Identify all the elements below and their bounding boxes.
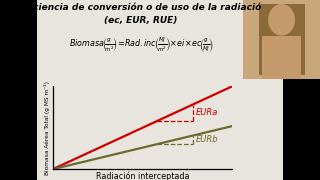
Ellipse shape [268,4,295,36]
Text: EURb: EURb [196,136,219,145]
Text: EURa: EURa [196,108,219,117]
Text: (ec, EUR, RUE): (ec, EUR, RUE) [104,16,178,25]
Bar [262,36,301,79]
Text: $\it{Biomasa}\!\left(\!\frac{g}{m^2}\!\right)\!=\!\it{Rad.inc}\!\left(\!\frac{Mj: $\it{Biomasa}\!\left(\!\frac{g}{m^2}\!\r… [68,36,213,55]
Text: Eficiencia de conversión o de uso de la radiació: Eficiencia de conversión o de uso de la … [20,3,261,12]
Y-axis label: Biomasa Aérea Total (g MS m⁻²): Biomasa Aérea Total (g MS m⁻²) [44,81,50,175]
X-axis label: Radiación interceptada: Radiación interceptada [96,172,189,180]
Bar [259,4,305,75]
